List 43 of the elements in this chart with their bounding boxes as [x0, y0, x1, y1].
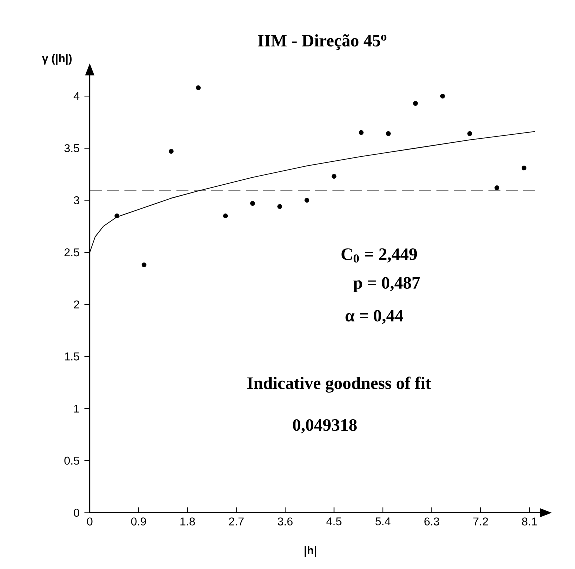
chart-title: IIM - Direção 45$^{o}$: [258, 34, 387, 50]
point: [196, 86, 201, 90]
x-tick-label: 2.7: [229, 518, 244, 526]
point: [413, 101, 418, 106]
annotation: 0,049318: [293, 419, 357, 434]
y-tick-label: 4: [74, 92, 80, 100]
x-tick-label: 5.4: [376, 518, 391, 526]
point: [250, 201, 256, 206]
y-tick-label: 3.5: [64, 144, 80, 152]
x-tick-label: 1.8: [180, 518, 196, 526]
x-tick-label: 4.5: [326, 518, 342, 526]
x-tick-label: 0: [87, 518, 93, 526]
point: [223, 214, 228, 219]
point: [142, 262, 147, 268]
y-axis-title: γ (|h|): [42, 54, 72, 66]
y-tick-label: 0.5: [64, 456, 80, 465]
x-tick-label: 7.2: [474, 518, 488, 526]
y-tick-label: 2: [74, 300, 80, 309]
point: [114, 214, 120, 219]
point: [440, 94, 446, 99]
annotation: p = 0,487: [354, 277, 420, 292]
annotation: α = 0,44: [346, 310, 404, 324]
y-tick-label: 1: [74, 404, 80, 413]
x-tick-label: 3.6: [278, 518, 293, 526]
y-tick-label: 3: [74, 196, 80, 205]
point: [494, 186, 500, 190]
point: [169, 149, 174, 154]
y-tick-label: 1.5: [65, 352, 80, 361]
annotation: Indicative goodness of fit: [248, 376, 432, 393]
point: [278, 204, 282, 210]
point: [304, 198, 310, 203]
point: [522, 166, 527, 171]
y-tick-label: 0: [74, 508, 80, 518]
x-tick-label: 6.3: [424, 518, 440, 526]
x-axis-title: |h|: [304, 546, 316, 558]
point: [332, 174, 337, 179]
x-tick-label: 0.9: [131, 518, 146, 526]
point: [386, 131, 391, 136]
y-tick-label: 2.5: [64, 248, 80, 257]
annotation: C$_{0}$ = 2,449: [342, 248, 418, 263]
point: [468, 131, 472, 136]
x-tick-label: 8.1: [522, 518, 538, 526]
point: [359, 130, 364, 136]
